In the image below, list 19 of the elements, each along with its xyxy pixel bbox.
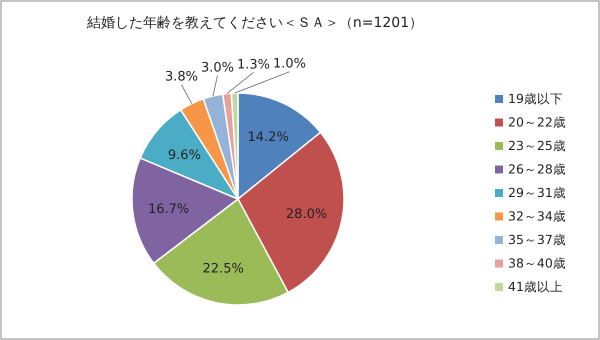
legend-label: 38～40歳 [508, 256, 566, 270]
data-label: 1.0% [273, 56, 306, 72]
data-label: 9.6% [168, 148, 201, 164]
chart-title: 結婚した年齢を教えてください＜ＳＡ＞（n=1201） [86, 15, 424, 31]
legend-label: 26～28歳 [508, 162, 566, 176]
data-label: 22.5% [202, 261, 244, 276]
data-label: 1.3% [237, 57, 270, 72]
data-label: 3.0% [201, 60, 234, 76]
data-label: 16.7% [148, 202, 190, 217]
legend-label: 23～25歳 [508, 138, 566, 153]
legend-label: 35～37歳 [508, 232, 566, 247]
data-label: 14.2% [248, 130, 289, 145]
legend-label: 19歳以下 [508, 91, 563, 106]
legend-label: 20～22歳 [508, 114, 566, 130]
legend-label: 32～34歳 [508, 208, 566, 224]
legend-label: 41歳以上 [508, 279, 563, 294]
data-label: 28.0% [286, 206, 328, 222]
legend-label: 29～31歳 [508, 185, 566, 200]
data-label: 3.8% [165, 70, 198, 85]
